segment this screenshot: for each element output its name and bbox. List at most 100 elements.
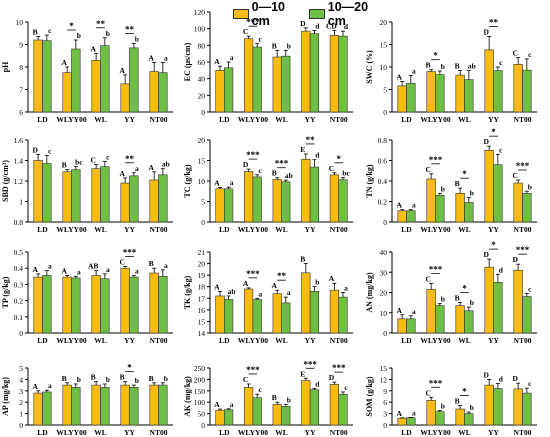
y-tick-label: 0: [201, 218, 205, 227]
significance-letter: a: [135, 164, 139, 173]
x-tick-label: WLYY00: [238, 115, 268, 124]
category-wlyy00: Cb *** WLYY00: [420, 378, 450, 437]
x-tick-label: WL: [458, 336, 471, 345]
legend-label-0-10cm: 0—10 cm: [251, 0, 285, 28]
significance-letter: D: [483, 27, 489, 36]
bar-10-20cm: [435, 74, 445, 113]
x-tick-label: NT00: [150, 115, 168, 124]
bar-10-20cm: [158, 275, 168, 334]
significance-letter: A: [396, 306, 402, 315]
bar-0-10cm: [120, 384, 130, 426]
significance-letter: b: [287, 41, 291, 50]
significance-stars: **: [125, 154, 135, 164]
legend-label-10-20cm: 10—20 cm: [327, 0, 369, 28]
significance-letter: b: [135, 376, 139, 385]
category-wlyy00: Cc *** WLYY00: [238, 365, 268, 437]
significance-stars: **: [306, 135, 316, 145]
y-tick-label: 20: [198, 136, 206, 145]
y-tick-label: 14: [198, 329, 206, 338]
bar-0-10cm: [455, 74, 465, 113]
bar-0-10cm: [426, 178, 436, 223]
x-tick-label: YY: [305, 115, 316, 124]
significance-letter: a: [412, 67, 416, 76]
y-tick-label: 0: [201, 108, 205, 117]
bar-10-20cm: [42, 275, 52, 334]
significance-letter: d: [499, 375, 504, 384]
significance-letter: a: [77, 267, 81, 276]
significance-letter: a: [164, 261, 168, 270]
x-tick-label: NT00: [330, 428, 348, 437]
bar-10-20cm: [338, 35, 348, 113]
significance-stars: *: [433, 51, 438, 61]
bar-0-10cm: [149, 384, 159, 426]
bar-0-10cm: [149, 272, 159, 334]
bar-0-10cm: [397, 85, 407, 113]
y-axis-label: TC (g/kg): [183, 164, 192, 197]
bar-0-10cm: [272, 56, 282, 113]
significance-letter: D: [300, 19, 306, 28]
x-tick-label: YY: [124, 428, 135, 437]
y-tick-label: 20: [380, 18, 388, 27]
bar-0-10cm: [484, 149, 494, 223]
x-tick-label: NT00: [150, 225, 168, 234]
y-tick-label: 100: [194, 398, 206, 407]
bar-0-10cm: [149, 71, 159, 113]
significance-letter: b: [470, 298, 474, 307]
bar-10-20cm: [338, 296, 348, 334]
y-tick-label: 15: [380, 364, 388, 373]
significance-letter: C: [243, 27, 248, 36]
significance-letter: B: [455, 397, 460, 406]
x-tick-label: LD: [401, 115, 412, 124]
y-tick-label: 20: [198, 260, 206, 269]
x-tick-label: LD: [219, 336, 230, 345]
significance-letter: B: [455, 62, 460, 71]
significance-letter: C: [425, 274, 430, 283]
significance-letter: d: [499, 265, 504, 274]
significance-letter: C: [512, 49, 517, 58]
significance-letter: ab: [468, 62, 476, 71]
significance-letter: c: [259, 385, 263, 394]
y-axis-label: pH: [1, 61, 10, 72]
significance-letter: b: [315, 278, 319, 287]
significance-letter: b: [441, 295, 445, 304]
y-tick-label: 8: [19, 63, 23, 72]
significance-letter: D: [243, 160, 249, 169]
significance-letter: D: [329, 373, 335, 382]
significance-letter: A: [148, 54, 154, 63]
y-tick-label: 10: [380, 63, 388, 72]
x-tick-label: WLYY00: [420, 336, 450, 345]
x-tick-label: WLYY00: [238, 428, 268, 437]
significance-letter: A: [214, 400, 220, 409]
category-wlyy00: Cb *** WLYY00: [420, 264, 450, 345]
bar-0-10cm: [62, 384, 72, 426]
y-axis-label: SBD (g/cm³): [1, 160, 10, 202]
y-tick-label: 9: [19, 41, 23, 50]
significance-letter: D: [512, 255, 518, 264]
x-tick-label: WL: [94, 428, 107, 437]
x-tick-label: LD: [219, 115, 230, 124]
x-tick-label: NT00: [514, 225, 532, 234]
significance-stars: ***: [246, 365, 260, 375]
category-yy: Bb YY: [300, 255, 319, 345]
x-tick-label: NT00: [514, 115, 532, 124]
bar-10-20cm: [435, 195, 445, 223]
bar-0-10cm: [91, 275, 101, 334]
y-tick-label: 1.6: [14, 136, 24, 145]
y-tick-label: 6: [19, 108, 23, 117]
bar-10-20cm: [522, 392, 532, 426]
significance-stars: ***: [429, 378, 443, 388]
significance-letter: b: [287, 395, 291, 404]
significance-stars: *: [462, 169, 467, 179]
significance-letter: A: [148, 163, 154, 172]
y-tick-label: 0.6: [378, 157, 388, 166]
category-wlyy00: Ab* WLYY00: [56, 21, 86, 124]
significance-letter: B: [62, 161, 67, 170]
legend: 0—10 cm 10—20 cm: [233, 0, 388, 28]
bar-0-10cm: [513, 182, 523, 223]
significance-letter: C: [119, 258, 124, 267]
x-tick-label: WL: [458, 115, 471, 124]
